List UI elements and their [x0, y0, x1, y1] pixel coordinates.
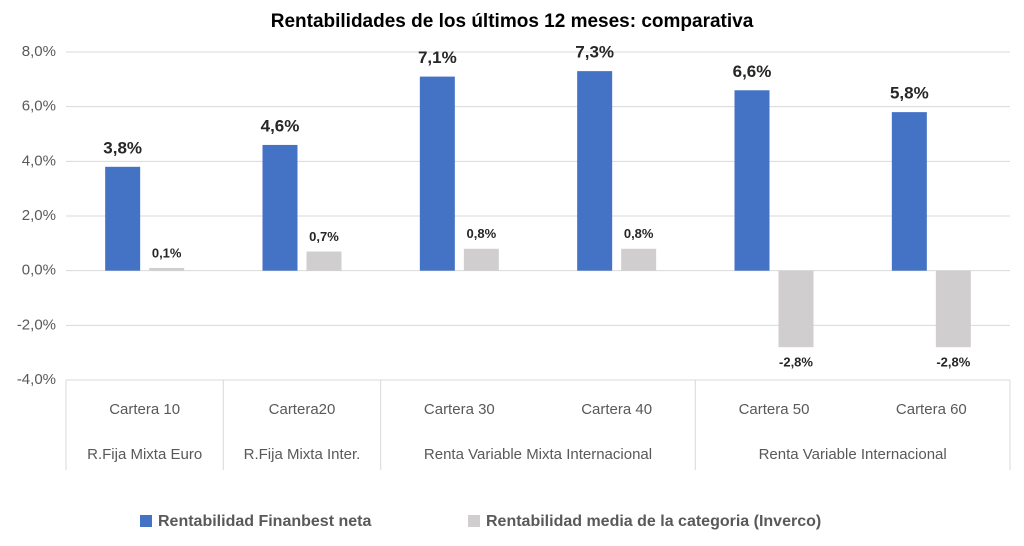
legend-swatch [468, 515, 480, 527]
bar [778, 270, 814, 348]
data-label: 6,6% [733, 62, 772, 81]
y-tick-label: 6,0% [22, 98, 56, 115]
group-label: R.Fija Mixta Euro [87, 446, 202, 463]
x-tick-label: Cartera 10 [109, 401, 180, 418]
data-label: 0,7% [309, 229, 339, 244]
data-label: 0,8% [467, 226, 497, 241]
group-label: R.Fija Mixta Inter. [244, 446, 361, 463]
data-label: 5,8% [890, 84, 929, 103]
data-label: 4,6% [261, 116, 300, 135]
group-label: Renta Variable Mixta Internacional [424, 446, 652, 463]
group-label: Renta Variable Internacional [759, 446, 947, 463]
bar [306, 251, 342, 271]
legend-label: Rentabilidad media de la categoria (Inve… [486, 513, 821, 530]
bar [463, 248, 499, 271]
y-tick-label: 2,0% [22, 207, 56, 224]
x-tick-label: Cartera20 [269, 401, 336, 418]
bar [734, 90, 770, 271]
data-label: -2,8% [936, 355, 970, 370]
bar [149, 267, 185, 271]
bar [577, 71, 613, 271]
x-tick-label: Cartera 60 [896, 401, 967, 418]
x-tick-label: Cartera 40 [581, 401, 652, 418]
y-tick-label: -4,0% [17, 371, 56, 388]
x-tick-label: Cartera 50 [739, 401, 810, 418]
bar [935, 270, 971, 348]
y-tick-label: 0,0% [22, 262, 56, 279]
data-label: 7,1% [418, 48, 457, 67]
y-tick-label: 8,0% [22, 43, 56, 60]
data-label: 0,8% [624, 226, 654, 241]
bar [262, 144, 298, 271]
x-tick-label: Cartera 30 [424, 401, 495, 418]
y-tick-label: 4,0% [22, 152, 56, 169]
bar [419, 76, 455, 271]
legend-swatch [140, 515, 152, 527]
bar [891, 112, 927, 271]
chart-title: Rentabilidades de los últimos 12 meses: … [271, 11, 754, 32]
data-label: 3,8% [103, 138, 142, 157]
data-label: 7,3% [575, 43, 614, 62]
data-label: -2,8% [779, 355, 813, 370]
y-tick-label: -2,0% [17, 316, 56, 333]
data-label: 0,1% [152, 245, 182, 260]
legend-label: Rentabilidad Finanbest neta [158, 513, 371, 530]
bar [105, 166, 141, 271]
bar [621, 248, 657, 271]
